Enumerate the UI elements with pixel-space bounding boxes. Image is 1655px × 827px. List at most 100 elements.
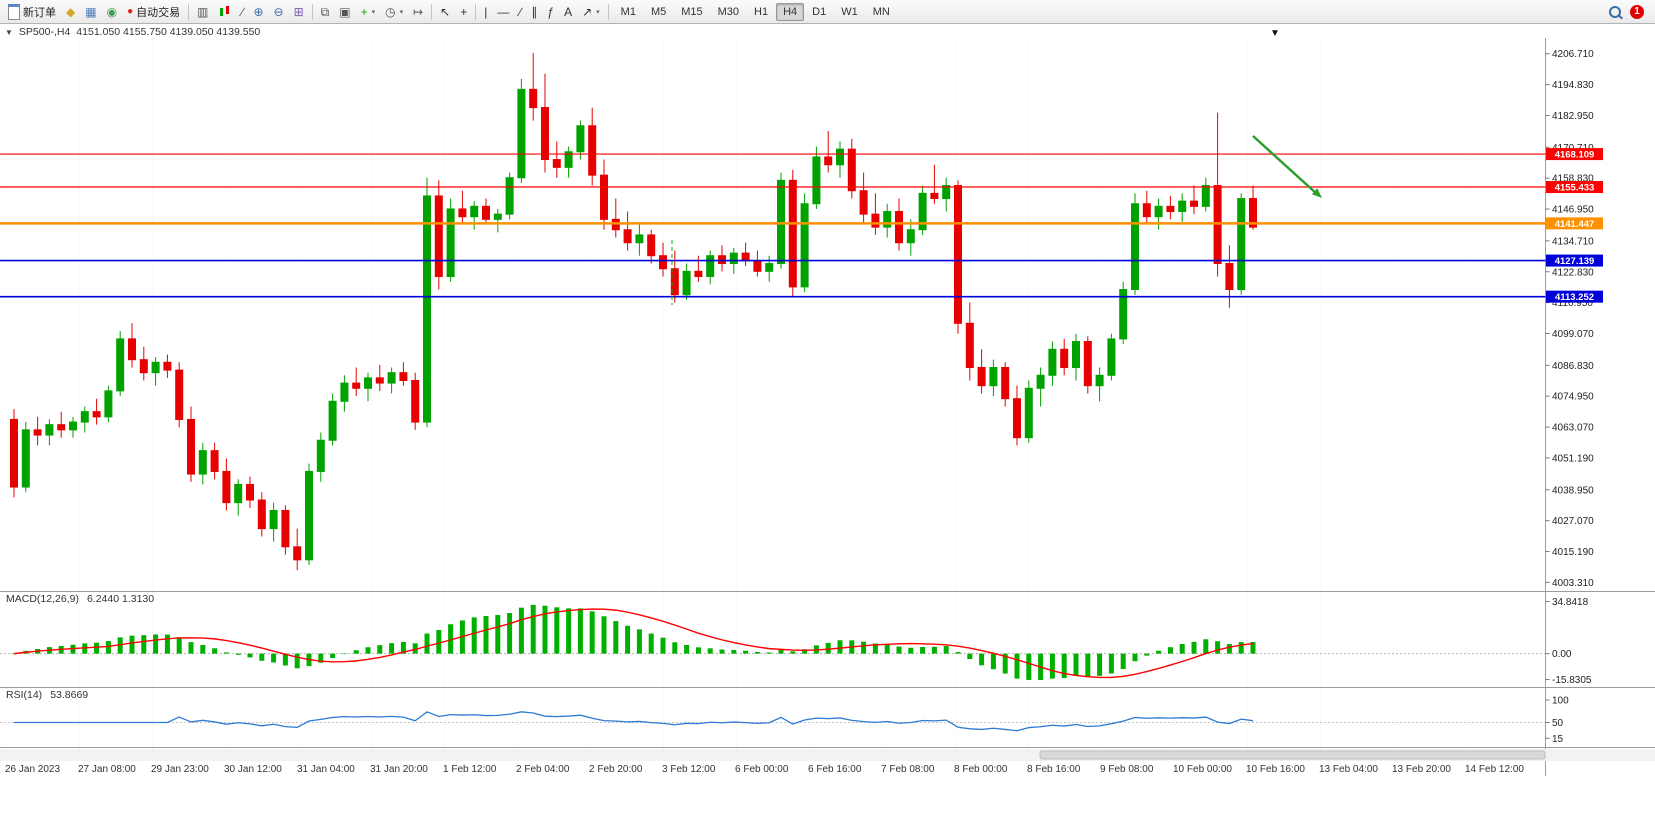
time-axis[interactable]: 26 Jan 2023 27 Jan 08:00 29 Jan 23:00 30 Ja… [0, 764, 1655, 778]
svg-text:4015.190: 4015.190 [1552, 547, 1594, 558]
price-badge [1546, 148, 1603, 161]
price-badge [1546, 254, 1603, 267]
rsi-line [14, 711, 1254, 732]
time-label: 14 Feb 12:00 [1465, 764, 1524, 775]
new-order-icon [8, 3, 20, 20]
svg-text:4003.310: 4003.310 [1552, 578, 1594, 589]
auto-trading-button[interactable]: ● 自动交易 [122, 0, 185, 23]
toolbar-separator [475, 3, 477, 20]
time-label: 13 Feb 04:00 [1319, 764, 1378, 775]
time-label: 2 Feb 04:00 [516, 764, 570, 775]
h-scrollbar-thumb[interactable] [1039, 750, 1546, 760]
cascade-icon[interactable]: ⧉ [320, 4, 330, 19]
arrow-annotation-head [1311, 188, 1322, 198]
time-label: 1 Feb 12:00 [443, 764, 497, 775]
arrow-annotation[interactable] [1252, 135, 1318, 195]
svg-text:4146.950: 4146.950 [1552, 205, 1594, 216]
svg-text:4027.070: 4027.070 [1552, 516, 1594, 527]
grid-layer [6, 40, 1467, 776]
new-order-button[interactable]: 新订单 [3, 0, 61, 23]
toolbar-separator [311, 3, 313, 20]
candlestick-chart-button[interactable] [213, 0, 236, 23]
timeframe-m1-button[interactable]: M1 [620, 5, 636, 18]
time-label: 26 Jan 2023 [5, 764, 61, 775]
timeframe-h4-button[interactable]: H4 [776, 2, 805, 21]
rsi-value: 53.8669 [50, 689, 89, 701]
svg-text:4086.830: 4086.830 [1552, 361, 1594, 372]
auto-trading-label: 自动交易 [136, 6, 181, 19]
market-watch-icon[interactable]: ◆ [66, 4, 76, 19]
chart-window: 4206.7104194.8304182.9504170.7104158.830… [0, 24, 1655, 827]
collapse-icon[interactable]: ▼ [5, 27, 13, 37]
trendline-icon[interactable]: ∕ [519, 4, 522, 19]
zoom-in-icon[interactable]: ⊕ [253, 4, 264, 19]
fibonacci-icon[interactable]: ƒ [547, 4, 555, 19]
svg-text:-15.8305: -15.8305 [1552, 675, 1592, 686]
time-label: 31 Jan 20:00 [370, 764, 428, 775]
price-badge [1546, 290, 1603, 303]
channel-icon[interactable]: ∥ [531, 4, 538, 19]
notification-badge[interactable]: 1 [1630, 4, 1644, 19]
timeframe-m15-button[interactable]: M15 [681, 5, 703, 18]
arrange-icon[interactable]: ▣ [339, 4, 351, 19]
candles-layer [10, 52, 1257, 571]
time-label: 10 Feb 16:00 [1246, 764, 1305, 775]
timeframe-m30-button[interactable]: M30 [717, 5, 740, 18]
line-chart-icon[interactable]: ∕ [241, 4, 244, 19]
chart-shift-icon[interactable]: ↦ [413, 4, 424, 19]
navigator-icon[interactable]: ◉ [106, 4, 118, 19]
add-indicator-button[interactable]: + ▾ [356, 0, 381, 23]
text-icon[interactable]: A [564, 4, 573, 19]
chart-canvas[interactable]: 4206.7104194.8304182.9504170.7104158.830… [0, 24, 1655, 827]
price-badge [1546, 181, 1603, 194]
timeframe-m5-button[interactable]: M5 [650, 5, 667, 18]
timeframe-mn-button[interactable]: MN [872, 5, 890, 18]
time-label: 7 Feb 08:00 [881, 764, 935, 775]
vertical-line-icon[interactable]: | [484, 4, 488, 19]
svg-text:4122.830: 4122.830 [1552, 267, 1594, 278]
time-label: 13 Feb 20:00 [1392, 764, 1451, 775]
search-icon [1609, 5, 1621, 18]
svg-text:4127.139: 4127.139 [1555, 256, 1595, 267]
svg-text:34.8418: 34.8418 [1552, 597, 1589, 608]
arrows-button[interactable]: ↗ ▾ [577, 0, 605, 23]
toolbar-separator [188, 3, 190, 20]
time-label: 31 Jan 04:00 [297, 764, 355, 775]
time-label: 29 Jan 23:00 [151, 764, 209, 775]
svg-text:4194.830: 4194.830 [1552, 80, 1594, 91]
timeframe-w1-button[interactable]: W1 [841, 5, 858, 18]
data-window-icon[interactable]: ▦ [85, 4, 97, 19]
symbol-period-label: SP500-,H4 [18, 26, 71, 38]
period-icon: ◷ [385, 4, 396, 19]
time-label: 2 Feb 20:00 [589, 764, 643, 775]
macd-label: MACD(12,26,9) 6.2440 1.3130 [6, 593, 154, 605]
svg-text:4182.950: 4182.950 [1552, 111, 1594, 122]
svg-text:0.00: 0.00 [1552, 649, 1572, 660]
cursor-icon[interactable]: ↖ [440, 4, 451, 19]
toolbar: 新订单 ◆ ▦ ◉ ● 自动交易 ▥ ∕ ⊕ ⊖ ⊞ ⧉ ▣ + ▾ ◷ ▾ ↦ ↖… [0, 0, 1655, 24]
chart-title: ▼ SP500-,H4 4151.050 4155.750 4139.050 4… [5, 26, 260, 38]
svg-text:4113.252: 4113.252 [1555, 292, 1594, 303]
macd-values: 6.2440 1.3130 [86, 593, 155, 605]
zoom-out-icon[interactable]: ⊖ [273, 4, 284, 19]
svg-text:4051.190: 4051.190 [1552, 453, 1594, 464]
search-button[interactable] [1604, 0, 1626, 23]
auto-trading-icon: ● [127, 6, 134, 17]
candlestick-icon [218, 5, 231, 18]
timeframe-h1-button[interactable]: H1 [754, 5, 769, 18]
period-button[interactable]: ◷ ▾ [380, 0, 408, 23]
chevron-down-icon: ▾ [596, 8, 600, 16]
timeframe-d1-button[interactable]: D1 [812, 5, 827, 18]
svg-text:50: 50 [1552, 718, 1564, 729]
crosshair-icon[interactable]: + [460, 4, 468, 19]
svg-text:15: 15 [1552, 734, 1564, 745]
horizontal-line-icon[interactable]: — [497, 4, 510, 19]
time-label: 8 Feb 00:00 [954, 764, 1008, 775]
bar-chart-icon[interactable]: ▥ [197, 4, 209, 19]
tile-windows-icon[interactable]: ⊞ [293, 4, 304, 19]
ohlc-values: 4151.050 4155.750 4139.050 4139.550 [76, 26, 261, 38]
svg-text:4168.109: 4168.109 [1555, 150, 1595, 161]
time-label: 10 Feb 00:00 [1173, 764, 1232, 775]
toolbar-separator [607, 3, 609, 20]
rsi-name: RSI(14) [6, 689, 43, 701]
